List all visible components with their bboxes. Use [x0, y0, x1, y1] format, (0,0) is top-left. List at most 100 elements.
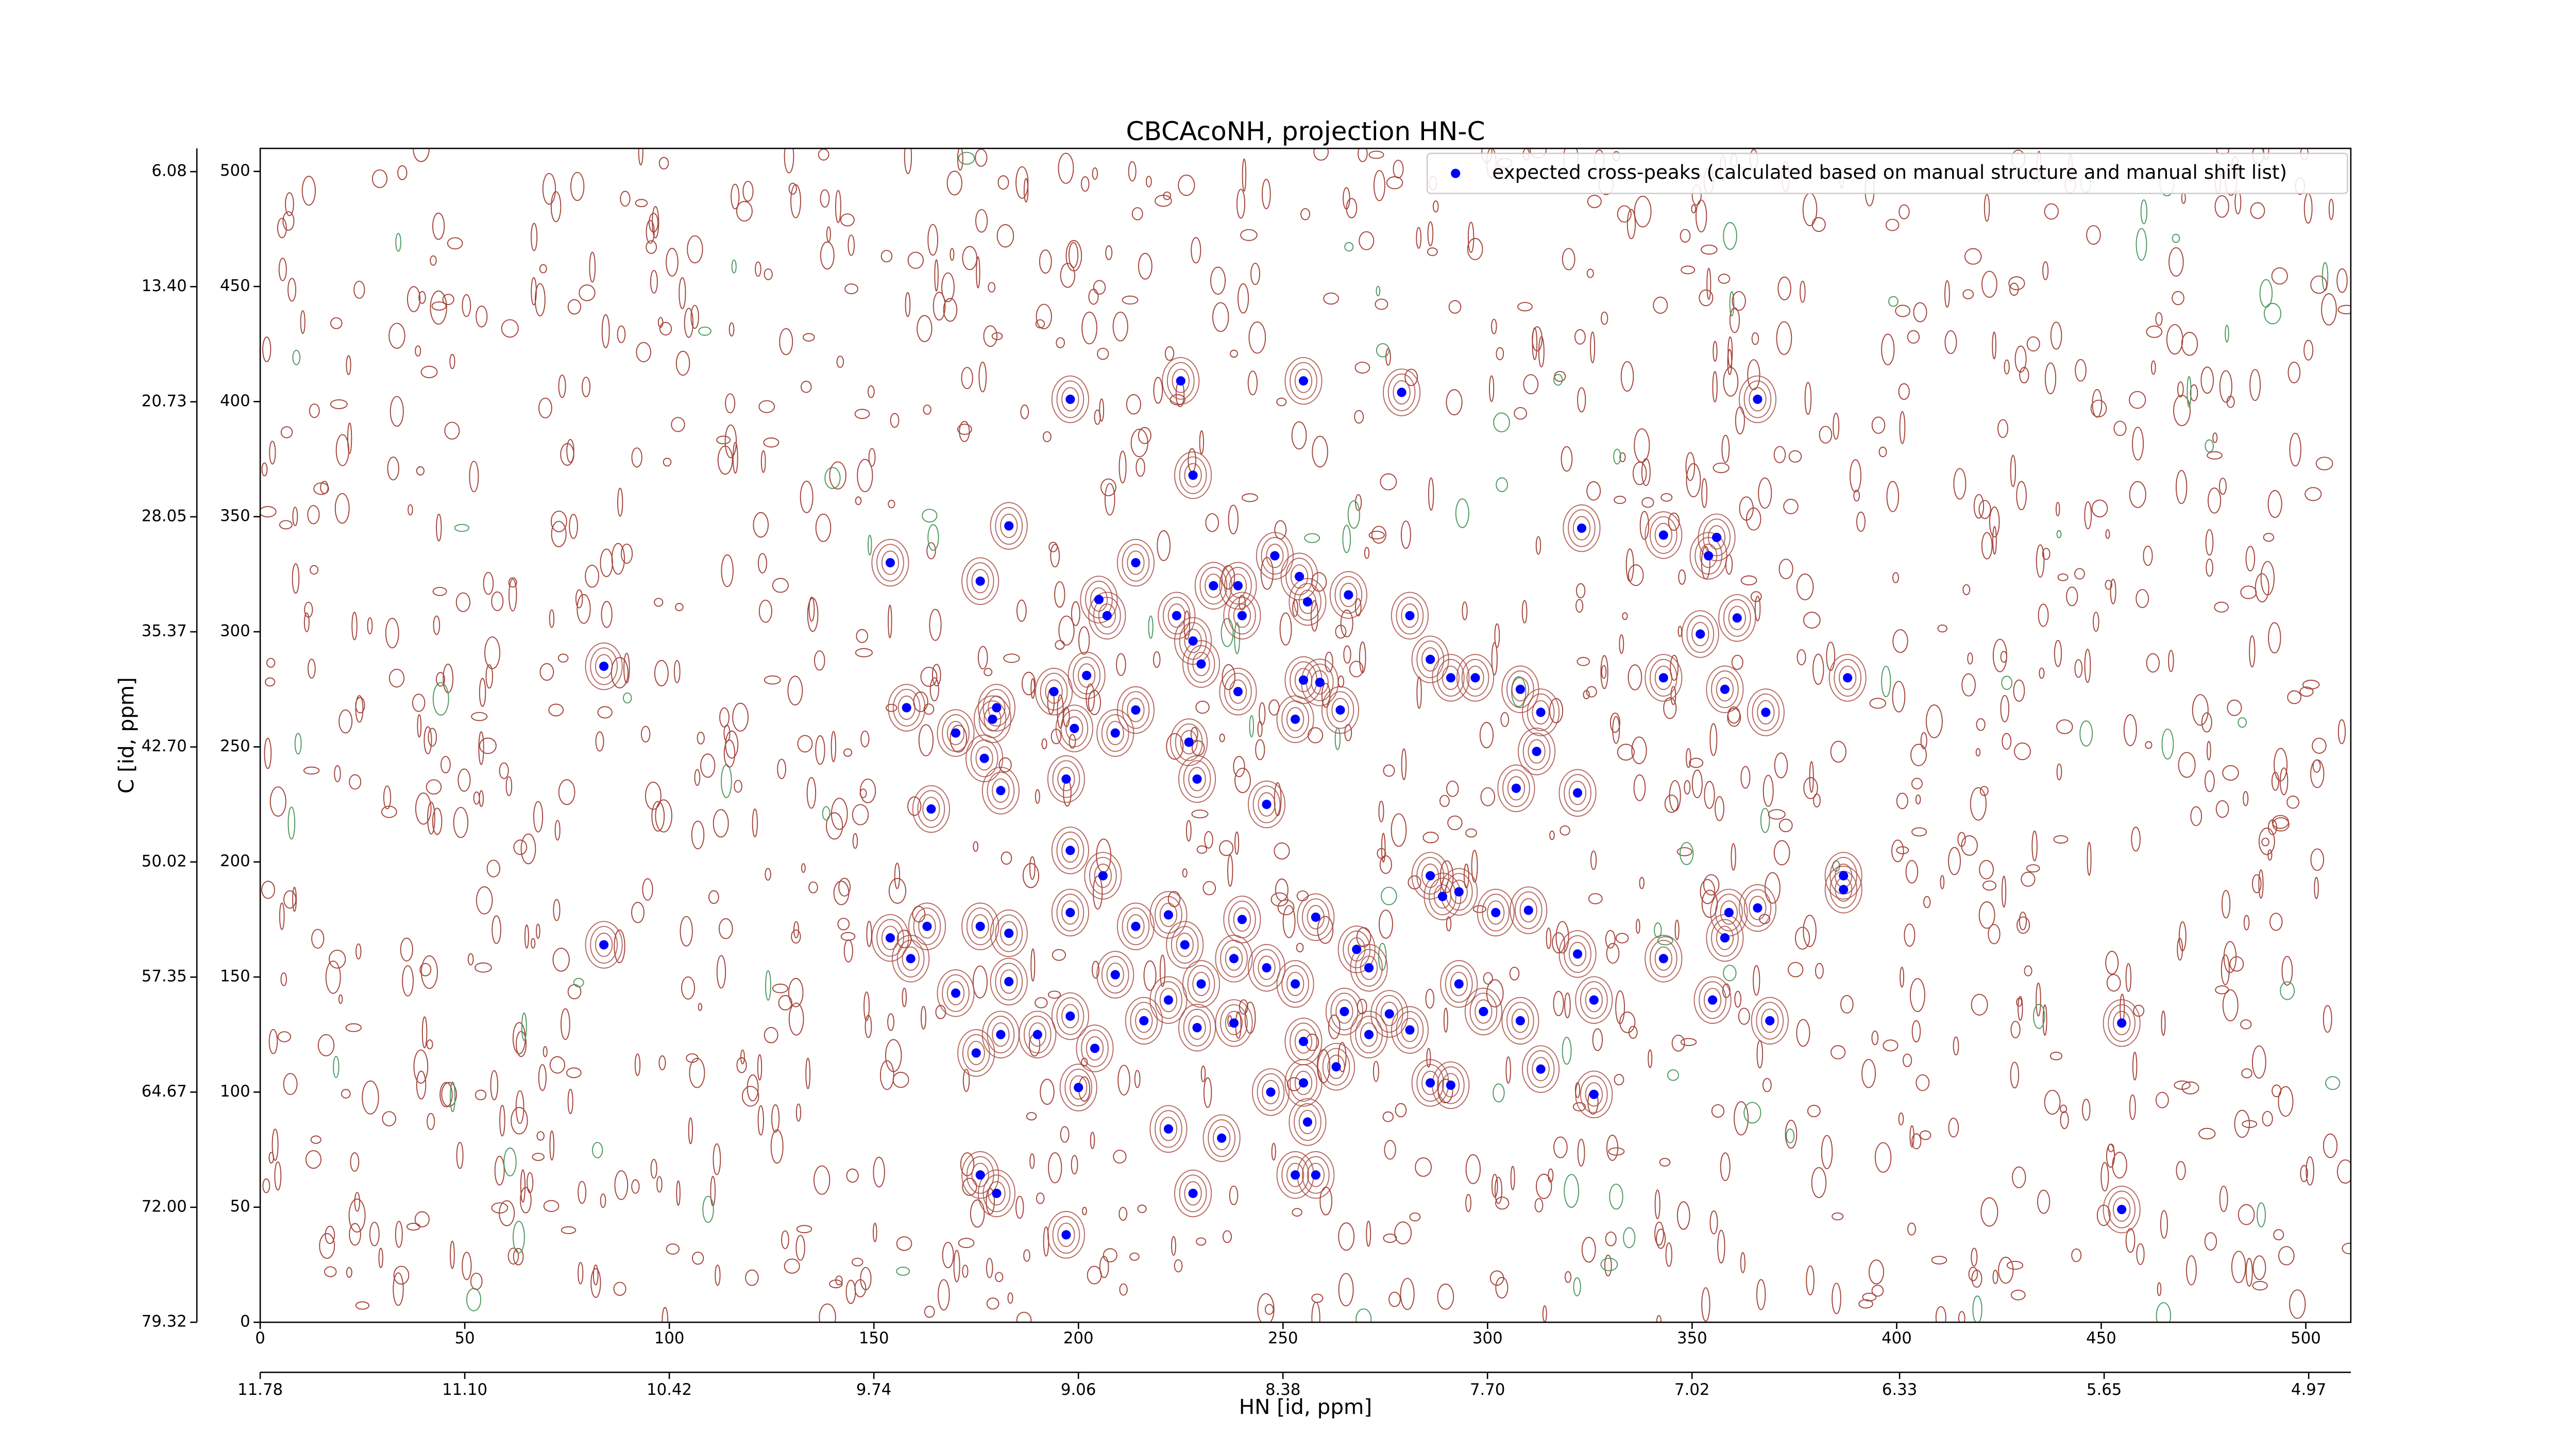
noise-contour: [1750, 591, 1762, 602]
noise-contour: [1029, 856, 1036, 880]
noise-contour: [1426, 1048, 1431, 1068]
noise-contour: [1925, 704, 1943, 738]
peak-contour: [981, 1010, 1020, 1058]
peak-contour: [1580, 1075, 1608, 1114]
peak-contour: [1743, 889, 1772, 927]
noise-contour: [2241, 1068, 2252, 1079]
noise-contour: [2019, 912, 2027, 931]
noise-contour: [1878, 446, 1887, 458]
peak-contour: [1158, 592, 1196, 640]
cross-peak: [1188, 470, 1198, 480]
noise-contour: [432, 807, 443, 835]
noise-contour: [764, 675, 781, 685]
noise-contour: [1785, 1119, 1798, 1149]
peak-contour: [1089, 856, 1117, 895]
noise-contour: [886, 703, 897, 712]
cross-peak: [1298, 1078, 1309, 1088]
peak-contour: [1761, 1008, 1779, 1033]
noise-contour: [1183, 610, 1190, 640]
peak-contour: [871, 538, 909, 587]
noise-contour: [1809, 761, 1814, 793]
noise-contour: [455, 592, 471, 612]
peak-contour: [1411, 852, 1449, 900]
noise-contour: [1971, 1248, 1978, 1267]
peak-contour: [1166, 921, 1204, 969]
noise-contour: [1242, 158, 1247, 192]
peak-contour: [1501, 665, 1539, 713]
noise-contour: [1982, 880, 1997, 891]
peak-contour: [1507, 776, 1526, 801]
peak-contour: [888, 684, 926, 732]
peak-contour: [1528, 739, 1546, 764]
noise-contour: [1861, 1059, 1876, 1088]
noise-contour: [402, 965, 414, 997]
noise-contour: [1119, 1283, 1128, 1296]
noise-contour: [888, 604, 892, 638]
noise-contour: [1212, 302, 1229, 332]
noise-contour: [428, 728, 437, 747]
peak-contour: [1350, 1010, 1388, 1058]
noise-contour: [524, 924, 529, 949]
noise-contour: [675, 350, 690, 376]
noise-contour: [620, 191, 631, 207]
noise-contour: [333, 1055, 340, 1079]
noise-contour: [492, 915, 501, 944]
cross-peak: [1233, 581, 1243, 591]
noise-contour: [1408, 875, 1421, 889]
noise-contour: [2205, 529, 2214, 556]
noise-contour: [1035, 789, 1040, 804]
cross-peak: [988, 714, 997, 724]
cross-peak: [992, 1188, 1002, 1198]
noise-contour: [795, 1235, 805, 1261]
cross-peak: [1536, 1064, 1546, 1074]
noise-contour: [1979, 860, 1994, 880]
cross-peak: [599, 940, 609, 950]
noise-contour: [1346, 198, 1358, 218]
noise-contour: [301, 176, 316, 206]
noise-contour: [2036, 982, 2041, 1017]
peak-contour: [1208, 1119, 1236, 1157]
peak-contour: [961, 557, 999, 605]
noise-contour: [2187, 376, 2192, 408]
noise-contour: [260, 506, 277, 518]
legend-marker: [1451, 169, 1461, 178]
noise-contour: [1586, 268, 1594, 278]
peak-contour: [1000, 969, 1018, 994]
noise-contour: [449, 353, 455, 369]
noise-contour: [1040, 1079, 1055, 1105]
noise-contour: [1491, 318, 1497, 334]
noise-contour: [962, 246, 977, 271]
noise-contour: [1337, 1042, 1347, 1072]
noise-contour: [2151, 360, 2156, 375]
noise-contour: [741, 1086, 759, 1107]
y2-tick-label: 64.67: [142, 1082, 187, 1101]
noise-contour: [742, 180, 754, 202]
noise-contour: [305, 1150, 322, 1169]
noise-contour: [1514, 407, 1528, 420]
noise-contour: [1219, 840, 1234, 856]
noise-contour: [1911, 1133, 1922, 1150]
noise-contour: [1988, 924, 2001, 945]
y-tick-label: 100: [220, 1082, 250, 1101]
cross-peak: [1298, 675, 1309, 685]
peak-contour: [1057, 767, 1075, 791]
peak-contour: [1184, 1181, 1202, 1206]
cross-peak: [1577, 523, 1587, 533]
noise-contour: [1668, 512, 1680, 531]
cross-peak: [1352, 945, 1362, 954]
noise-contour: [436, 514, 442, 542]
noise-contour: [755, 261, 761, 277]
noise-contour: [1641, 458, 1651, 486]
cross-peak: [1437, 891, 1448, 901]
noise-contour: [2342, 1242, 2351, 1254]
noise-contour: [1122, 295, 1139, 305]
noise-contour: [1134, 1070, 1141, 1088]
peak-contour: [965, 734, 1004, 782]
noise-contour: [1628, 564, 1644, 586]
noise-contour: [635, 199, 648, 208]
noise-contour: [2219, 477, 2227, 495]
y2-tick-label: 20.73: [142, 392, 187, 410]
noise-contour: [2143, 545, 2153, 566]
noise-contour: [922, 509, 938, 523]
noise-contour: [600, 1193, 606, 1208]
